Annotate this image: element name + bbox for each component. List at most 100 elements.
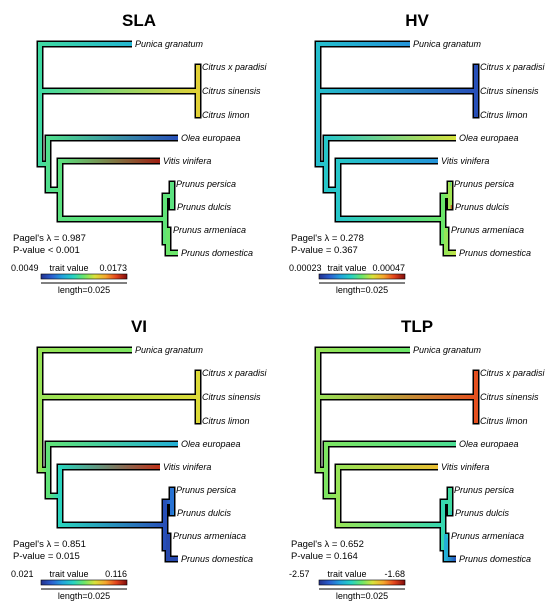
tip-label-prunus-dulcis: Prunus dulcis — [177, 508, 232, 518]
legend-title: trait value — [327, 569, 366, 579]
branch-vitis-vinifera — [60, 159, 160, 163]
branch-vitis-vinifera — [60, 465, 160, 469]
tip-label-prunus-domestica: Prunus domestica — [459, 554, 531, 564]
branch-vitis-vinifera — [338, 159, 438, 163]
branch-citrus — [318, 89, 476, 93]
branch-nodeB — [48, 494, 60, 498]
tip-label-vitis-vinifera: Vitis vinifera — [163, 462, 211, 472]
branch-olea-europaea — [48, 136, 178, 140]
tip-label-citrus-x-paradisi: Citrus x paradisi — [202, 62, 268, 72]
colorbar — [40, 273, 128, 280]
branch-prunus-dulcis — [450, 205, 452, 209]
colorbar — [318, 273, 406, 280]
branch-citrus-x-paradisi — [476, 371, 477, 375]
legend-min: -2.57 — [289, 569, 310, 579]
branch-prunus — [60, 523, 165, 527]
tree-svg: VI Punica granatum Citrus x paradisi Citrus… — [11, 317, 268, 601]
legend-max: -1.68 — [384, 569, 405, 579]
tip-label-citrus-limon: Citrus limon — [202, 110, 250, 120]
tip-label-vitis-vinifera: Vitis vinifera — [441, 462, 489, 472]
branch-citrus-x-paradisi — [198, 65, 199, 69]
tip-label-punica-granatum: Punica granatum — [413, 345, 482, 355]
branch-citrus-limon — [476, 419, 477, 423]
branch-citrus-limon — [476, 113, 477, 117]
tip-label-citrus-sinensis: Citrus sinensis — [202, 86, 261, 96]
legend-title: trait value — [49, 263, 88, 273]
legend-title: trait value — [327, 263, 366, 273]
tip-label-prunus-dulcis: Prunus dulcis — [177, 202, 232, 212]
branch-prunus-domestica — [446, 251, 456, 255]
panel-title: HV — [405, 11, 429, 30]
tip-label-prunus-dulcis: Prunus dulcis — [455, 508, 510, 518]
tip-label-prunus-dulcis: Prunus dulcis — [455, 202, 510, 212]
tip-label-citrus-sinensis: Citrus sinensis — [202, 392, 261, 402]
tip-label-prunus-persica: Prunus persica — [454, 485, 514, 495]
tip-label-punica-granatum: Punica granatum — [135, 39, 204, 49]
legend-min: 0.00023 — [289, 263, 322, 273]
tip-label-prunus-armeniaca: Prunus armeniaca — [451, 531, 524, 541]
branch-prunus-dulcis — [172, 511, 174, 515]
tip-label-prunus-persica: Prunus persica — [176, 179, 236, 189]
tree-svg: SLA Punica granatum Citrus x paradisi Citru… — [11, 11, 268, 295]
tip-label-olea-europaea: Olea europaea — [459, 133, 519, 143]
branch-prunus-armeniaca — [168, 228, 170, 232]
legend-max: 0.0173 — [99, 263, 127, 273]
branch-prunus-persica — [172, 182, 173, 186]
tip-label-olea-europaea: Olea europaea — [181, 133, 241, 143]
legend-min: 0.021 — [11, 569, 34, 579]
branch-citrus-x-paradisi — [476, 65, 477, 69]
scale-label: length=0.025 — [58, 591, 110, 601]
lambda-text: Pagel's λ = 0.987 — [13, 233, 86, 244]
tip-label-prunus-armeniaca: Prunus armeniaca — [451, 225, 524, 235]
panel-sla: SLA Punica granatum Citrus x paradisi Citru… — [0, 0, 278, 306]
branch-nodeB — [326, 188, 338, 192]
branch-prunus-dulcis — [172, 205, 174, 209]
scale-label: length=0.025 — [336, 591, 388, 601]
pvalue-text: P-value < 0.001 — [13, 245, 80, 256]
colorbar — [40, 579, 128, 586]
tip-label-punica-granatum: Punica granatum — [135, 345, 204, 355]
branch-prunus-armeniaca — [446, 534, 448, 538]
branch-olea-europaea — [326, 136, 456, 140]
legend-title: trait value — [49, 569, 88, 579]
colorbar — [318, 579, 406, 586]
tip-label-citrus-sinensis: Citrus sinensis — [480, 86, 539, 96]
branch-persdulc — [165, 194, 172, 198]
branch-nodeA — [318, 468, 326, 472]
branch-citrus-limon — [198, 113, 199, 117]
branch-prunus-domestica — [168, 251, 178, 255]
branch-prunus-domestica — [446, 557, 456, 561]
lambda-text: Pagel's λ = 0.652 — [291, 539, 364, 550]
tip-label-prunus-domestica: Prunus domestica — [459, 248, 531, 258]
tip-label-vitis-vinifera: Vitis vinifera — [163, 156, 211, 166]
tip-label-citrus-limon: Citrus limon — [202, 416, 250, 426]
tip-label-punica-granatum: Punica granatum — [413, 39, 482, 49]
branch-prunus — [60, 217, 165, 221]
tip-label-citrus-x-paradisi: Citrus x paradisi — [480, 62, 546, 72]
branch-citrus — [318, 395, 476, 399]
branch-vitis-vinifera — [338, 465, 438, 469]
panel-title: VI — [131, 317, 147, 336]
branch-nodeA — [318, 162, 326, 166]
tip-label-citrus-sinensis: Citrus sinensis — [480, 392, 539, 402]
tip-label-prunus-persica: Prunus persica — [176, 485, 236, 495]
branch-nodeA — [40, 162, 48, 166]
branch-prunus-domestica — [168, 557, 178, 561]
branch-nodeB — [48, 188, 60, 192]
branch-prunus-dulcis — [450, 511, 452, 515]
lambda-text: Pagel's λ = 0.851 — [13, 539, 86, 550]
branch-olea-europaea — [48, 442, 178, 446]
panel-tlp: TLP Punica granatum Citrus x paradisi Citru… — [278, 306, 556, 612]
legend-max: 0.116 — [105, 569, 127, 579]
tree-svg: TLP Punica granatum Citrus x paradisi Citru… — [289, 317, 546, 601]
pvalue-text: P-value = 0.015 — [13, 551, 80, 562]
branch-persdulc — [443, 194, 450, 198]
tip-label-vitis-vinifera: Vitis vinifera — [441, 156, 489, 166]
tip-label-citrus-limon: Citrus limon — [480, 110, 528, 120]
branch-prunus-persica — [450, 182, 451, 186]
tip-label-prunus-armeniaca: Prunus armeniaca — [173, 531, 246, 541]
branch-citrus-limon — [198, 419, 199, 423]
branch-prunus-persica — [172, 488, 173, 492]
scale-label: length=0.025 — [336, 285, 388, 295]
panel-title: SLA — [122, 11, 156, 30]
